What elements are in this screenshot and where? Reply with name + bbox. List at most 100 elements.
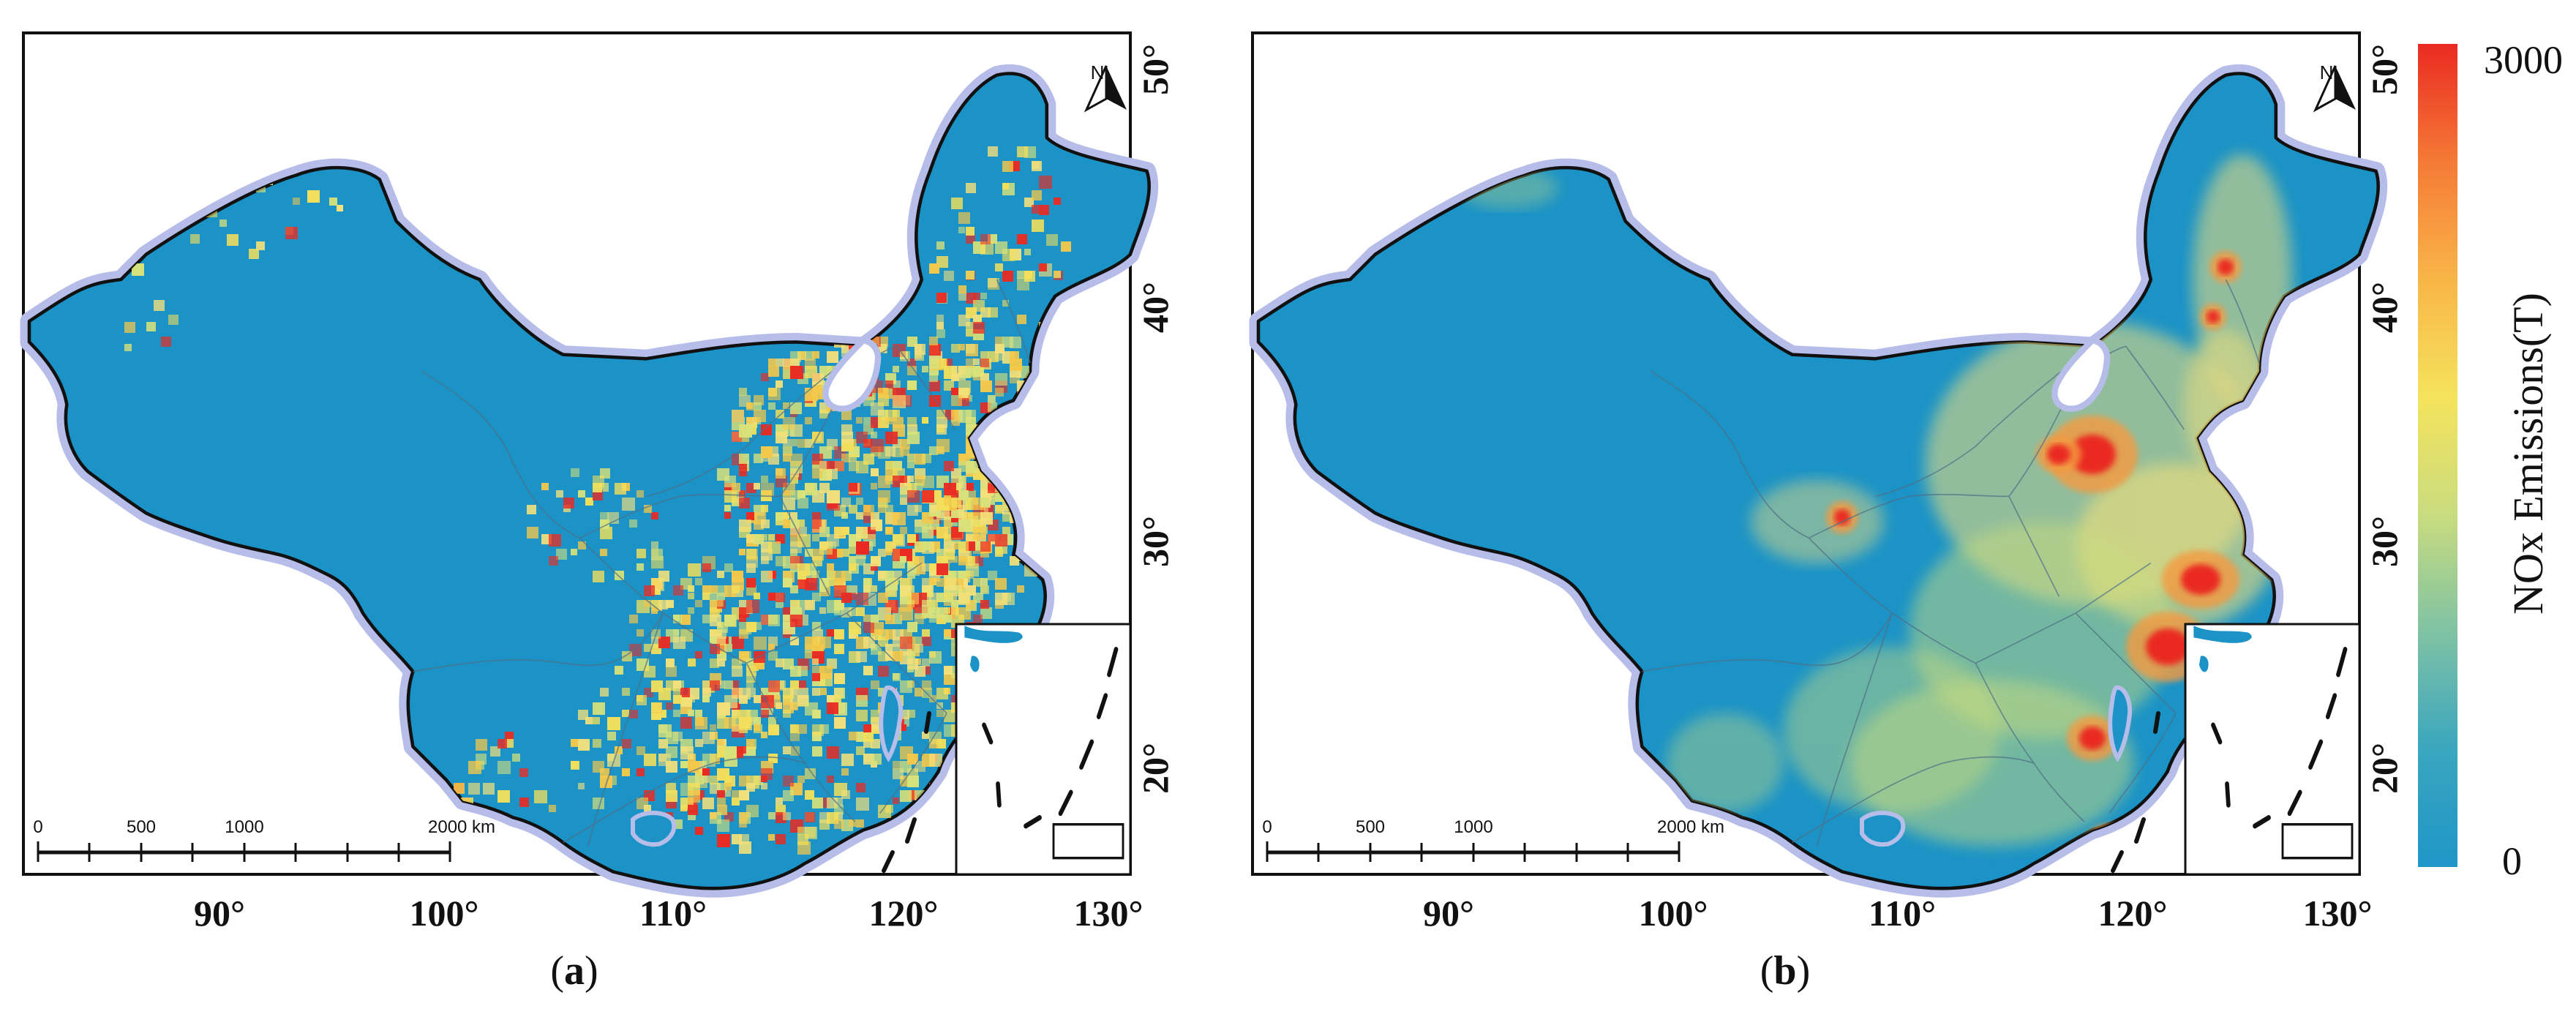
emission-cell [761,519,770,528]
emission-cell [534,790,547,803]
emission-cell [739,498,750,508]
emission-cell [732,710,738,716]
emission-cell [805,812,815,822]
emission-cell [834,644,841,651]
emission-cell [329,198,337,206]
emission-cell [761,783,767,789]
emission-cell [863,666,873,675]
emission-cell [790,359,800,368]
emission-hotspot [2069,435,2116,474]
emission-cell [812,432,824,443]
emission-cell [783,446,792,456]
lat-tick-a-50: 50° [1135,44,1176,95]
emission-cell [702,585,711,594]
emission-cell [622,768,630,776]
emission-cell [980,600,989,609]
lat-ticks-b: 20° 30° 40° 50° [2364,44,2405,794]
emission-cell [739,746,746,754]
emission-cell [958,541,969,552]
emission-cell [658,688,671,700]
emission-cell [849,732,857,740]
emission-cell [849,563,856,571]
emission-cell [878,571,886,579]
emission-cell [878,388,888,398]
emission-cell [805,790,814,800]
emission-cell [124,344,132,351]
lon-tick-b-120: 120° [2098,893,2168,934]
emission-cell [944,629,951,637]
emission-cell [658,710,666,718]
emission-cell [893,673,901,681]
emission-cell [702,732,715,744]
emission-cell [805,637,818,650]
emission-cell [497,790,510,803]
emission-cell [732,637,744,649]
emission-cell [929,359,939,369]
scale-label-b-1000: 1000 [1454,817,1492,837]
emission-cell [929,505,936,512]
emission-cell [907,658,918,669]
emission-cell [732,798,740,806]
emission-cell [600,768,609,778]
emission-cell [958,227,965,233]
emission-cell [658,739,668,748]
emission-cell [856,746,865,755]
emission-cell [710,644,720,654]
emission-cell [761,446,773,458]
emission-cell [644,805,651,812]
emission-cell [754,410,766,422]
emission-glow [1751,480,1884,563]
emission-cell [790,454,803,466]
emission-cell [702,615,711,623]
emission-cell [834,673,845,684]
emission-cell [615,746,623,754]
lat-tick-b-50: 50° [2364,44,2405,95]
emission-cell [754,534,764,544]
emission-cell [841,454,850,462]
emission-cell [871,468,879,476]
emission-cell [571,739,579,747]
emission-cell [849,593,856,600]
emission-cell [812,351,819,359]
emission-cell [1017,146,1028,157]
emission-cell [519,798,529,807]
emission-cell [593,739,601,748]
emission-cell [622,710,629,717]
emission-cell [739,790,749,800]
emission-cell [556,549,567,560]
emission-cell [1024,249,1031,255]
emission-cell [600,512,609,521]
emission-cell [658,637,670,648]
emission-cell [812,798,823,808]
emission-cell [673,680,681,688]
emission-cell [790,563,799,572]
emission-cell [746,402,753,409]
emission-cell [988,534,995,541]
emission-cell [812,468,822,479]
emission-cell [878,505,886,513]
emission-cell [893,461,902,470]
emission-cell [980,483,987,489]
emission-cell [885,417,893,424]
emission-cell [1010,351,1019,361]
emission-cell [900,527,907,534]
emission-cell [907,461,915,468]
emission-cell [936,593,946,602]
emission-cell [863,615,871,622]
emission-cell [629,644,642,656]
panel-caption-a: (a) [550,948,598,994]
emission-cell [790,702,798,710]
emission-cell [988,307,998,318]
emission-cell [666,790,677,802]
emission-cell [871,337,879,345]
emission-cell [468,761,481,774]
emission-cell [739,490,746,497]
panel-caption-b: (b) [1760,948,1810,994]
emission-cell [776,534,785,544]
emission-cell [593,571,604,582]
south-china-sea-inset-b [2184,623,2361,876]
lat-tick-a-40: 40° [1135,282,1176,333]
emission-cell [783,359,791,367]
emission-cell [988,571,997,580]
emission-cell [871,563,878,571]
